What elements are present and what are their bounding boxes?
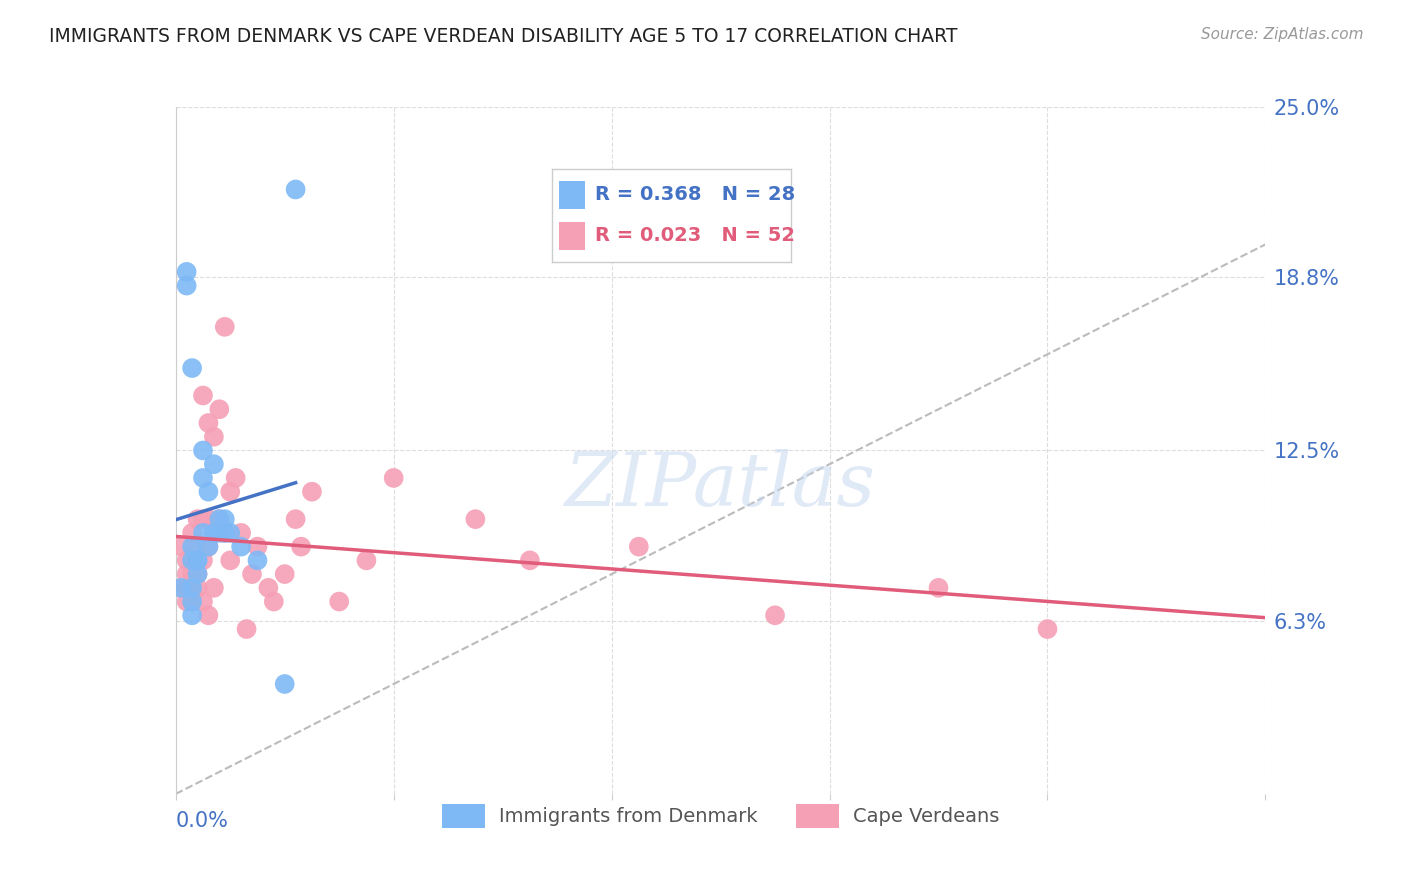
Point <box>191 443 214 458</box>
Text: 0.0%: 0.0% <box>176 811 229 831</box>
Point <box>170 581 193 595</box>
Point <box>274 677 297 691</box>
Point <box>763 608 786 623</box>
Point <box>202 581 225 595</box>
Point <box>627 540 650 554</box>
Point <box>181 553 204 567</box>
Point <box>356 553 378 567</box>
Point <box>284 512 307 526</box>
Point <box>191 512 214 526</box>
Point <box>197 540 219 554</box>
Point <box>191 553 214 567</box>
Point <box>219 525 242 540</box>
Point <box>231 525 253 540</box>
Point <box>176 265 198 279</box>
Point <box>191 388 214 402</box>
Point <box>301 484 323 499</box>
Point <box>235 622 257 636</box>
Point <box>176 278 198 293</box>
Point <box>176 594 198 608</box>
Point <box>176 553 198 567</box>
Point <box>246 540 269 554</box>
Point <box>274 567 297 582</box>
Point <box>214 525 236 540</box>
Legend: Immigrants from Denmark, Cape Verdeans: Immigrants from Denmark, Cape Verdeans <box>434 797 1007 836</box>
Point <box>219 553 242 567</box>
Point <box>284 182 307 196</box>
Point <box>170 581 193 595</box>
Point <box>197 416 219 430</box>
Point <box>197 484 219 499</box>
Point <box>208 512 231 526</box>
Point <box>170 540 193 554</box>
Point <box>382 471 405 485</box>
Point <box>257 581 280 595</box>
Point <box>928 581 950 595</box>
Point <box>214 525 236 540</box>
Point <box>181 567 204 582</box>
Point <box>263 594 285 608</box>
Point <box>186 553 209 567</box>
Point <box>225 471 247 485</box>
Point <box>208 402 231 417</box>
Point <box>519 553 541 567</box>
Point <box>202 525 225 540</box>
Point <box>246 553 269 567</box>
Point <box>186 540 209 554</box>
Point <box>186 567 209 582</box>
Point <box>181 553 204 567</box>
Point <box>181 525 204 540</box>
Point <box>181 594 204 608</box>
Point <box>202 457 225 471</box>
Point <box>181 581 204 595</box>
Point <box>231 540 253 554</box>
Point <box>214 319 236 334</box>
Point <box>186 553 209 567</box>
Point <box>197 540 219 554</box>
Point <box>219 484 242 499</box>
Point <box>197 608 219 623</box>
Point <box>181 594 204 608</box>
Point <box>191 594 214 608</box>
Point <box>186 553 209 567</box>
Text: IMMIGRANTS FROM DENMARK VS CAPE VERDEAN DISABILITY AGE 5 TO 17 CORRELATION CHART: IMMIGRANTS FROM DENMARK VS CAPE VERDEAN … <box>49 27 957 45</box>
Point <box>208 525 231 540</box>
Point <box>181 361 204 376</box>
Point <box>181 540 204 554</box>
Point <box>181 581 204 595</box>
Point <box>186 581 209 595</box>
Text: Source: ZipAtlas.com: Source: ZipAtlas.com <box>1201 27 1364 42</box>
Point <box>1036 622 1059 636</box>
Point <box>240 567 263 582</box>
Point <box>186 567 209 582</box>
Point <box>191 471 214 485</box>
Point <box>191 525 214 540</box>
Point <box>464 512 486 526</box>
Point <box>214 512 236 526</box>
Point <box>197 512 219 526</box>
Point <box>176 567 198 582</box>
Point <box>328 594 350 608</box>
Point <box>181 608 204 623</box>
Point <box>186 512 209 526</box>
Point <box>290 540 312 554</box>
Point <box>176 581 198 595</box>
Point <box>202 430 225 444</box>
Point <box>208 512 231 526</box>
Text: ZIPatlas: ZIPatlas <box>565 449 876 521</box>
